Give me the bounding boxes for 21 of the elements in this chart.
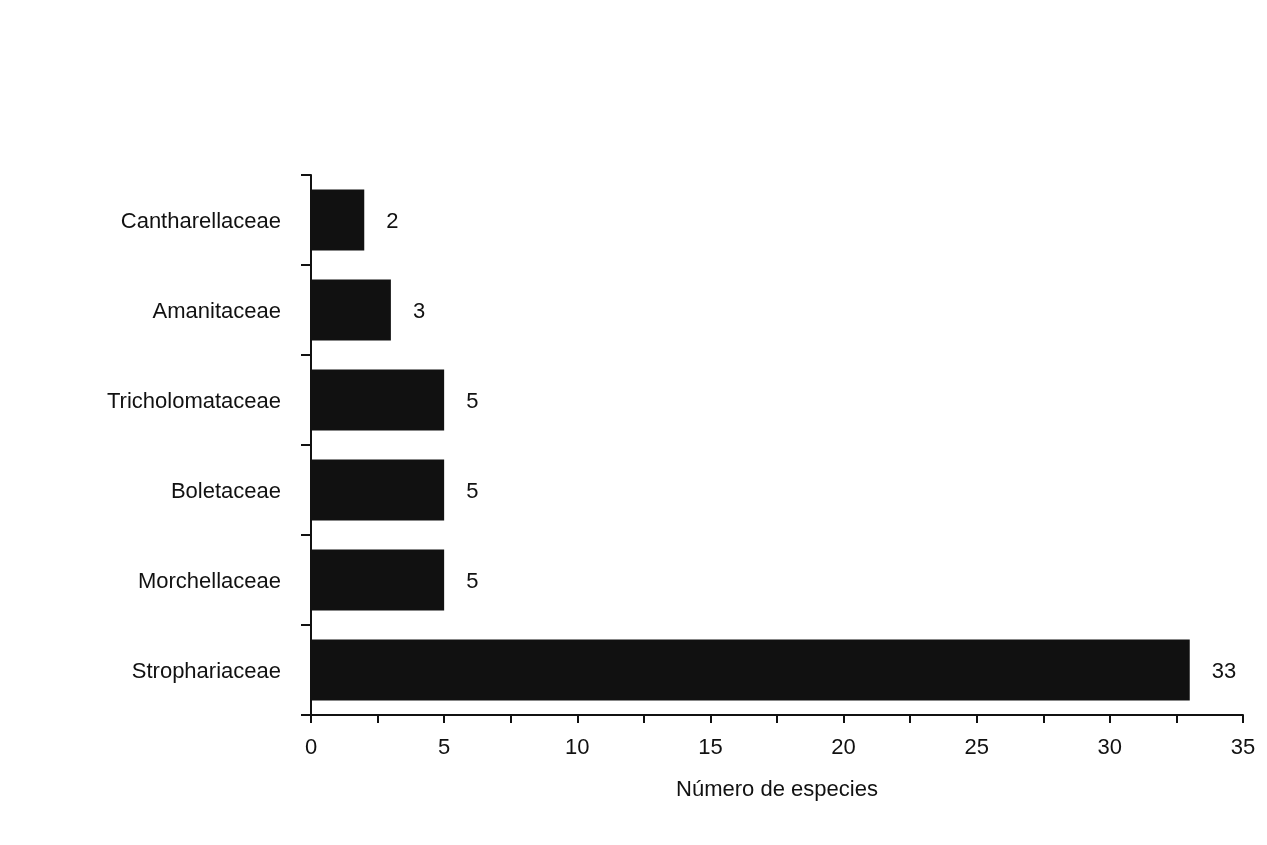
y-tick-label: Tricholomataceae <box>106 387 281 413</box>
data-label: 5 <box>466 477 479 503</box>
x-tick-label: 35 <box>1230 733 1256 759</box>
x-tick-label: 10 <box>565 733 590 759</box>
data-label: 5 <box>466 387 479 413</box>
x-tick-label: 20 <box>831 733 856 759</box>
data-label: 3 <box>412 297 426 323</box>
y-tick-label: Morchellaceae <box>137 567 281 593</box>
data-label: 33 <box>1211 657 1237 683</box>
x-axis-title: Número de especies <box>676 775 878 801</box>
x-tick-label: 15 <box>698 733 723 759</box>
x-tick-label: 25 <box>964 733 989 759</box>
x-tick-label: 30 <box>1097 733 1123 759</box>
x-tick-label: 0 <box>304 733 318 759</box>
y-tick-label: Boletaceae <box>170 477 281 503</box>
y-tick-label: Strophariaceae <box>131 657 281 683</box>
y-tick-label: Cantharellaceae <box>120 207 281 233</box>
data-label: 5 <box>466 567 479 593</box>
data-label: 2 <box>386 207 399 233</box>
x-tick-label: 5 <box>438 733 451 759</box>
y-tick-label: Amanitaceae <box>152 297 281 323</box>
